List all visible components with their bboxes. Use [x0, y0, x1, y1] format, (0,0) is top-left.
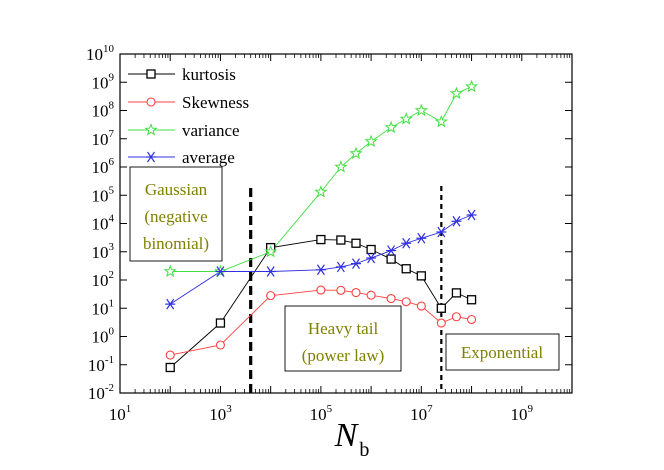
point-kurtosis [436, 303, 446, 313]
series-markers [163, 79, 479, 373]
point-variance [163, 264, 177, 278]
point-average [215, 266, 226, 277]
point-variance [314, 185, 328, 198]
x-tick-label: 105 [310, 403, 333, 424]
point-kurtosis [351, 238, 361, 248]
point-variance [349, 146, 363, 160]
point-average [165, 298, 176, 310]
legend-label: kurtosis [182, 65, 236, 84]
y-tick-label: 10-1 [88, 354, 114, 375]
x-tick-label: 101 [109, 403, 132, 424]
legend-item-skewness: Skewness [128, 93, 249, 112]
point-variance [399, 112, 413, 125]
y-tick-label: 101 [92, 297, 115, 318]
point-kurtosis [416, 271, 426, 281]
point-kurtosis [451, 288, 462, 298]
point-skewness [336, 285, 346, 295]
point-kurtosis [366, 244, 376, 255]
point-skewness [351, 287, 361, 298]
point-skewness [215, 340, 225, 350]
annotation-text: Exponential [461, 343, 543, 362]
y-tick-label: 1010 [86, 43, 115, 64]
point-skewness [165, 350, 175, 360]
point-average [265, 266, 276, 277]
legend-label: average [182, 148, 235, 167]
annotation-text: binomial) [143, 234, 209, 253]
y-tick-label: 104 [92, 213, 115, 234]
point-kurtosis [336, 235, 346, 245]
point-variance [434, 114, 448, 128]
point-kurtosis [401, 264, 411, 274]
y-tick-label: 10-2 [88, 382, 114, 403]
point-kurtosis [466, 295, 477, 305]
point-variance [464, 79, 479, 93]
legend-label: variance [182, 121, 240, 140]
x-axis-label-subscript: b [359, 439, 369, 461]
y-tick-label: 103 [92, 241, 115, 262]
y-tick-label: 105 [92, 184, 115, 205]
y-tick-label: 108 [92, 100, 115, 121]
point-average [466, 209, 477, 221]
point-average [451, 215, 462, 227]
annotation-text: (power law) [302, 346, 385, 365]
point-kurtosis [316, 234, 326, 245]
point-variance [264, 244, 278, 258]
point-average [335, 261, 346, 273]
point-average [350, 258, 361, 269]
point-average [366, 252, 377, 264]
y-tick-label: 100 [92, 326, 115, 347]
x-axis-label-main: N [334, 417, 360, 454]
point-skewness [416, 301, 426, 311]
point-skewness [436, 318, 446, 328]
point-average [436, 226, 447, 238]
point-average [401, 237, 412, 249]
annotation-text: Heavy tail [308, 319, 379, 338]
point-average [315, 264, 326, 276]
legend-item-average: average [128, 148, 235, 167]
x-tick-label: 103 [209, 403, 232, 424]
y-tick-label: 106 [92, 156, 115, 177]
annotation-exponential: Exponential [445, 333, 560, 371]
point-variance [414, 103, 428, 117]
x-tick-label: 109 [511, 403, 534, 424]
point-kurtosis [386, 254, 396, 264]
y-axis-ticks: 10-2 10-1 100 101 102 103 104 105 106 107 108 109 10… [86, 43, 572, 403]
y-tick-label: 102 [92, 269, 115, 290]
x-tick-label: 107 [410, 403, 433, 424]
point-skewness [451, 312, 461, 322]
y-tick-label: 109 [92, 71, 115, 92]
point-variance [384, 120, 398, 134]
annotation-text: (negative [144, 207, 207, 226]
x-axis-ticks: 101 103 105 107 109 [109, 54, 573, 424]
point-average [416, 232, 427, 244]
annotation-gaussian: Gaussian (negative binomial) [129, 166, 223, 262]
point-variance [449, 86, 464, 100]
point-skewness [316, 285, 326, 295]
point-skewness [386, 294, 396, 304]
point-kurtosis [215, 318, 226, 328]
annotation-heavy-tail: Heavy tail (power law) [284, 305, 402, 372]
point-kurtosis [165, 362, 175, 373]
annotation-text: Gaussian [145, 180, 208, 199]
point-skewness [401, 297, 411, 307]
point-skewness [467, 314, 477, 325]
point-average [386, 245, 397, 256]
annotation-boxes: Gaussian (negative binomial) Heavy tail (pow… [129, 166, 560, 372]
legend: kurtosis Skewness variance average [128, 65, 249, 167]
point-skewness [366, 290, 376, 300]
legend-label: Skewness [182, 93, 249, 112]
point-variance [334, 160, 348, 173]
point-variance [364, 134, 378, 148]
legend-item-kurtosis: kurtosis [128, 65, 236, 84]
legend-item-variance: variance [128, 121, 240, 140]
vertical-divider-lines [249, 186, 443, 393]
y-tick-label: 107 [92, 128, 115, 149]
point-skewness [266, 291, 276, 301]
